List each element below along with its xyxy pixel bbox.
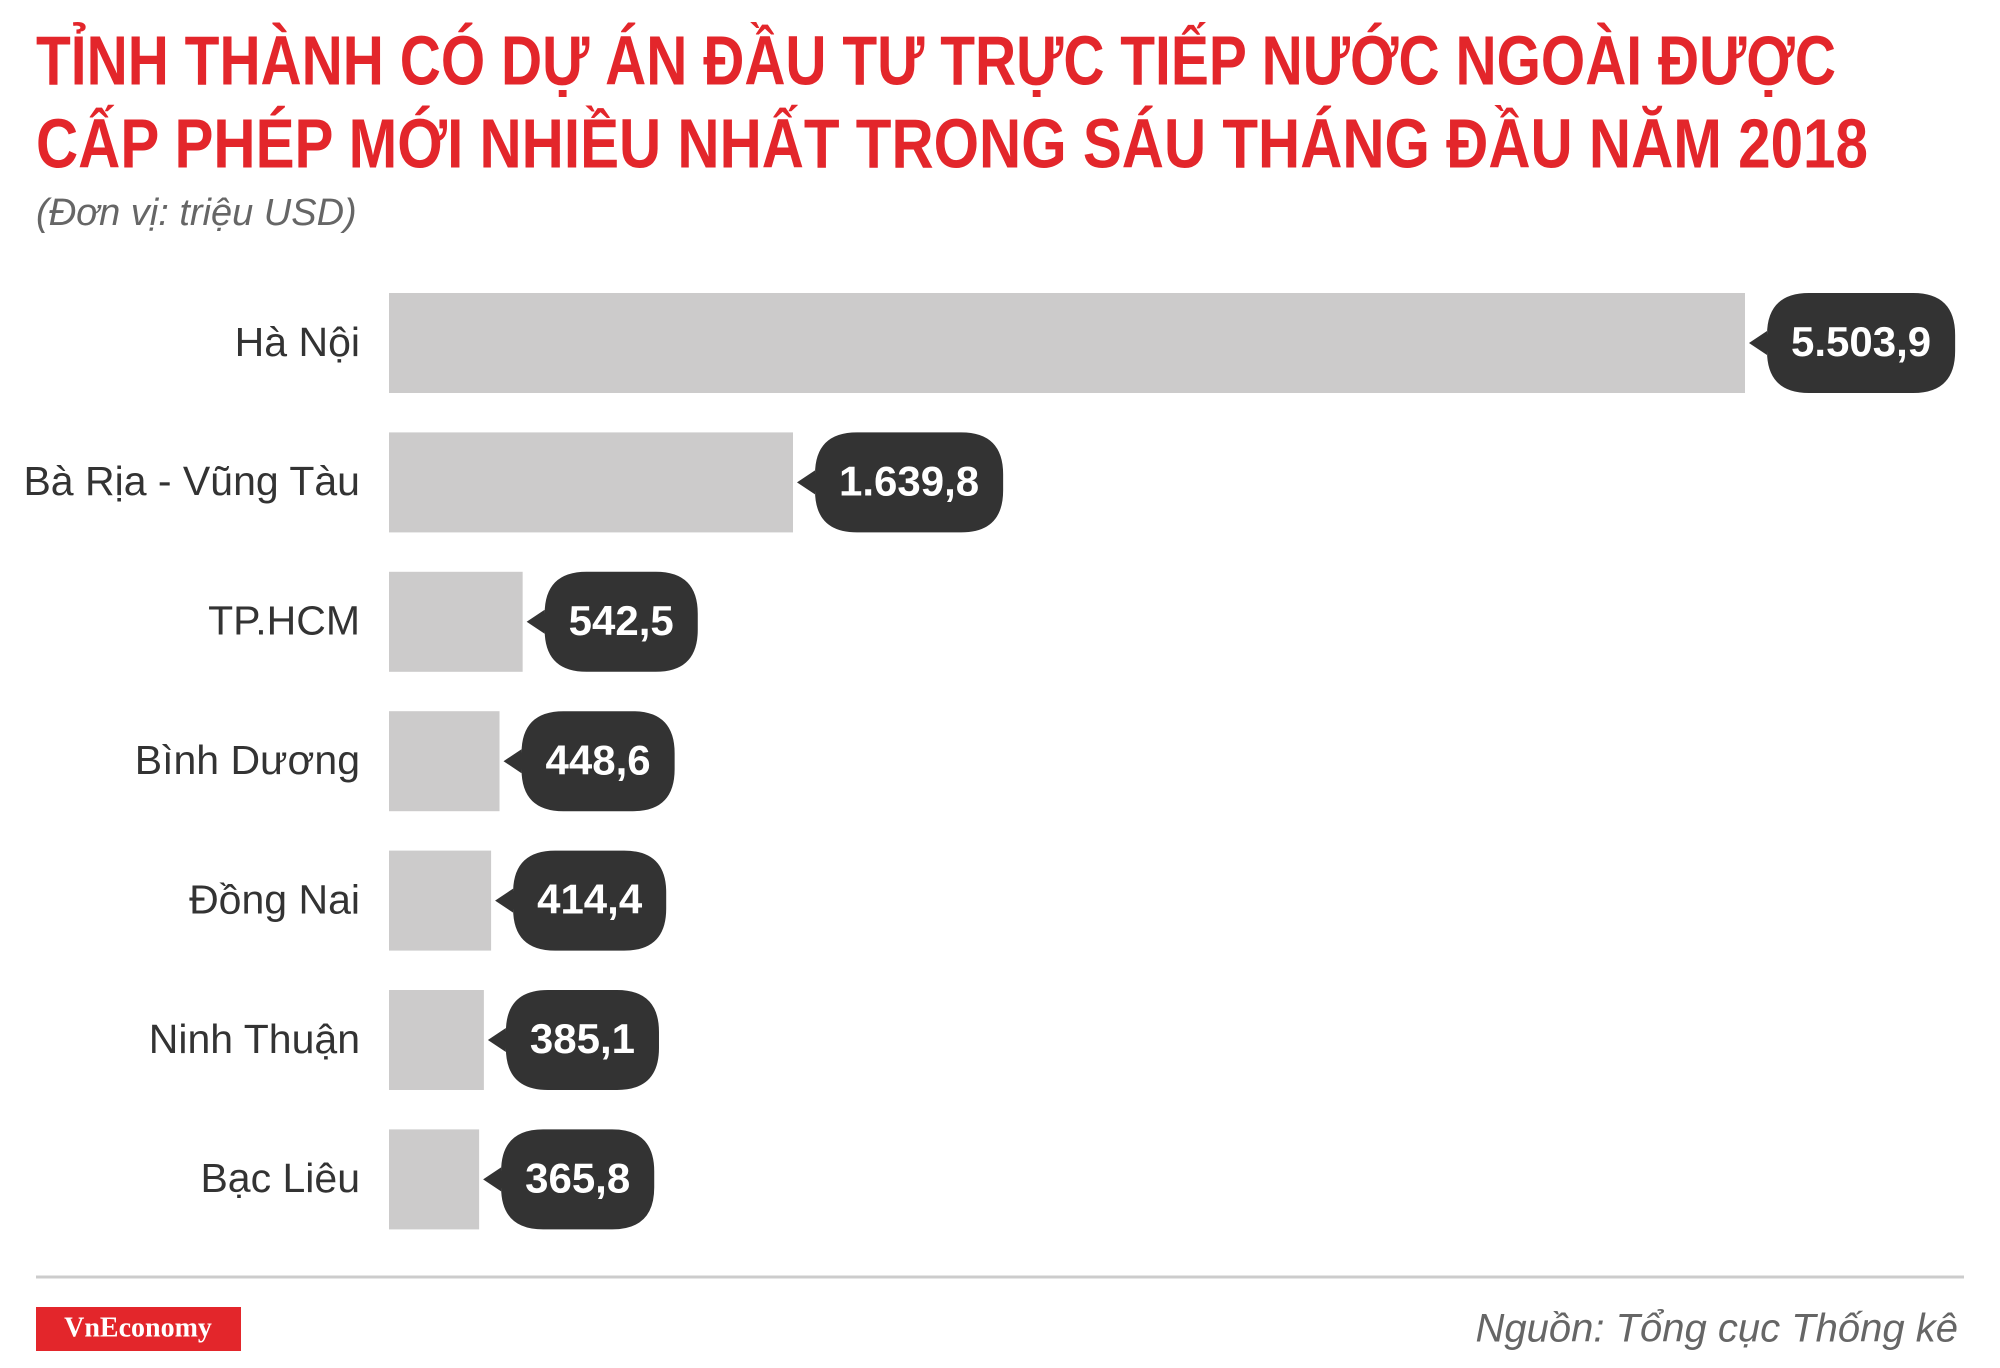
- bar: [389, 571, 523, 672]
- value-label: 365,8: [525, 1154, 630, 1201]
- bar: [389, 990, 484, 1090]
- value-bubble: [495, 850, 667, 951]
- value-bubble: [1749, 293, 1956, 393]
- category-label: Hà Nội: [235, 319, 360, 365]
- value-label: 414,4: [537, 876, 643, 923]
- bar: [389, 1129, 480, 1230]
- bar: [389, 850, 492, 951]
- value-label: 5.503,9: [1791, 318, 1931, 365]
- category-label: Đồng Nai: [189, 876, 360, 922]
- value-bubble: [526, 571, 698, 672]
- value-label: 1.639,8: [839, 457, 979, 504]
- source: Nguồn: Tổng cục Thống kê: [1475, 1307, 1958, 1351]
- value-bubble: [796, 432, 1004, 533]
- bar: [389, 711, 500, 812]
- value-bubble: [483, 1129, 655, 1230]
- bar: [389, 293, 1745, 393]
- category-label: Bình Dương: [135, 737, 360, 783]
- category-label: Bà Rịa - Vũng Tàu: [23, 458, 360, 504]
- bar: [389, 432, 793, 533]
- value-bubble: [503, 711, 675, 812]
- logo-box: [36, 1307, 241, 1351]
- category-label: Ninh Thuận: [149, 1016, 360, 1062]
- category-label: TP.HCM: [208, 598, 360, 644]
- chart-subtitle: (Đơn vị: triệu USD): [36, 192, 357, 234]
- value-label: 385,1: [530, 1015, 635, 1062]
- value-label: 542,5: [569, 597, 674, 644]
- value-bubble: [487, 990, 659, 1090]
- value-label: 448,6: [546, 736, 651, 783]
- chart-title: CẤP PHÉP MỚI NHIỀU NHẤT TRONG SÁU THÁNG …: [36, 104, 1868, 182]
- category-label: Bạc Liêu: [200, 1155, 360, 1201]
- logo: VnEconomy: [64, 1312, 212, 1343]
- chart-title: TỈNH THÀNH CÓ DỰ ÁN ĐẦU TƯ TRỰC TIẾP NƯỚ…: [36, 21, 1836, 99]
